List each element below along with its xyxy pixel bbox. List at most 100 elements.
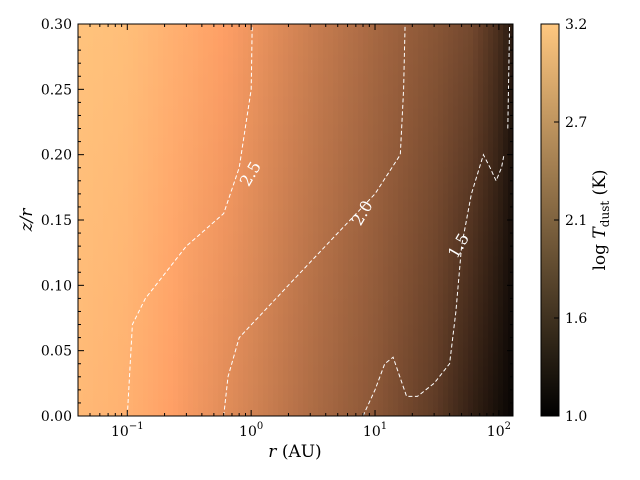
- heatmap-cell: [408, 24, 414, 416]
- heatmap-cell: [83, 24, 89, 416]
- contour-line: [362, 153, 505, 416]
- heatmap-cell: [258, 24, 264, 416]
- heatmap-cell: [338, 24, 344, 416]
- heatmap-cell: [313, 24, 319, 416]
- heatmap-field: [78, 24, 513, 416]
- heatmap-cell: [218, 24, 224, 416]
- heatmap-cell: [333, 24, 339, 416]
- heatmap-cell: [248, 24, 254, 416]
- heatmap-cell: [158, 24, 164, 416]
- contour-line: [507, 24, 511, 129]
- heatmap-cell: [353, 24, 359, 416]
- colorbar-tick-label: 2.1: [565, 213, 587, 229]
- heatmap-cell: [238, 24, 244, 416]
- heatmap-cell: [308, 24, 314, 416]
- heatmap-cell: [328, 24, 334, 416]
- x-tick-label: 102: [487, 421, 511, 440]
- heatmap-cell: [468, 24, 474, 416]
- heatmap-cell: [363, 24, 369, 416]
- y-tick-label: 0.10: [41, 278, 72, 294]
- heatmap-cell: [93, 24, 99, 416]
- heatmap-cell: [128, 24, 134, 416]
- heatmap-cell: [463, 24, 469, 416]
- heatmap-cell: [198, 24, 204, 416]
- y-axis-ticks: 0.00 0.05 0.10 0.15 0.20 0.25 0.30: [41, 17, 513, 425]
- x-tick-label: 100: [239, 421, 263, 440]
- heatmap-cell: [483, 24, 489, 416]
- heatmap-cell: [303, 24, 309, 416]
- heatmap-cell: [263, 24, 269, 416]
- heatmap-cell: [473, 24, 479, 416]
- heatmap-cell: [133, 24, 139, 416]
- heatmap-cell: [148, 24, 154, 416]
- heatmap-cell: [498, 24, 504, 416]
- heatmap-cell: [178, 24, 184, 416]
- heatmap-cell: [423, 24, 429, 416]
- heatmap-cell: [448, 24, 454, 416]
- heatmap-cell: [153, 24, 159, 416]
- colorbar-tick-label: 3.2: [565, 17, 587, 33]
- heatmap-cell: [373, 24, 379, 416]
- heatmap-cell: [278, 24, 284, 416]
- heatmap-cell: [103, 24, 109, 416]
- contour-line: [126, 24, 253, 416]
- x-axis-ticks: 10−1 100 101 102: [77, 24, 511, 440]
- heatmap-cell: [173, 24, 179, 416]
- colorbar-label: log Tdust (K): [590, 169, 612, 270]
- heatmap-cell: [223, 24, 229, 416]
- heatmap-cell: [273, 24, 279, 416]
- heatmap-cell: [358, 24, 364, 416]
- heatmap-cell: [433, 24, 439, 416]
- heatmap-cell: [208, 24, 214, 416]
- heatmap-cell: [343, 24, 349, 416]
- heatmap-cell: [168, 24, 174, 416]
- y-tick-label: 0.20: [41, 148, 72, 164]
- x-axis-title: r (AU): [268, 442, 321, 462]
- heatmap-cell: [88, 24, 94, 416]
- colorbar-tick-label: 2.7: [565, 115, 587, 131]
- heatmap-cell: [293, 24, 299, 416]
- colorbar-tick-label: 1.0: [565, 409, 587, 425]
- y-tick-label: 0.00: [41, 409, 72, 425]
- heatmap-cell: [458, 24, 464, 416]
- y-tick-label: 0.25: [41, 82, 72, 98]
- colorbar-tick-label: 1.6: [565, 311, 587, 327]
- heatmap-cell: [288, 24, 294, 416]
- heatmap-cell: [203, 24, 209, 416]
- heatmap-cell: [488, 24, 494, 416]
- heatmap-cell: [298, 24, 304, 416]
- heatmap-cell: [108, 24, 114, 416]
- heatmap-cell: [413, 24, 419, 416]
- contour-line: [223, 24, 406, 416]
- heatmap-cell: [478, 24, 484, 416]
- plot-area: 2.52.01.5: [77, 23, 514, 417]
- heatmap-cell: [323, 24, 329, 416]
- heatmap-cell: [418, 24, 424, 416]
- contour-lines: [126, 24, 511, 416]
- heatmap-cell: [193, 24, 199, 416]
- heatmap-cell: [163, 24, 169, 416]
- colorbar: 1.0 1.6 2.1 2.7 3.2 log Tdust (K): [540, 17, 612, 425]
- heatmap-cell: [503, 24, 509, 416]
- heatmap-cell: [443, 24, 449, 416]
- heatmap-cell: [143, 24, 149, 416]
- heatmap-cell: [188, 24, 194, 416]
- heatmap-cell: [493, 24, 499, 416]
- heatmap-cell: [123, 24, 129, 416]
- y-tick-label: 0.05: [41, 344, 72, 360]
- heatmap-cell: [228, 24, 234, 416]
- heatmap-cell: [378, 24, 384, 416]
- heatmap-cell: [403, 24, 409, 416]
- heatmap-cell: [233, 24, 239, 416]
- heatmap-cell: [388, 24, 394, 416]
- y-tick-label: 0.15: [41, 213, 72, 229]
- heatmap-cell: [243, 24, 249, 416]
- x-tick-label: 10−1: [111, 421, 144, 440]
- heatmap-cell: [283, 24, 289, 416]
- heatmap-cell: [98, 24, 104, 416]
- y-tick-label: 0.30: [41, 17, 72, 33]
- heatmap-cell: [268, 24, 274, 416]
- colorbar-ticks: 1.0 1.6 2.1 2.7 3.2: [554, 17, 587, 425]
- x-tick-label: 101: [363, 421, 387, 440]
